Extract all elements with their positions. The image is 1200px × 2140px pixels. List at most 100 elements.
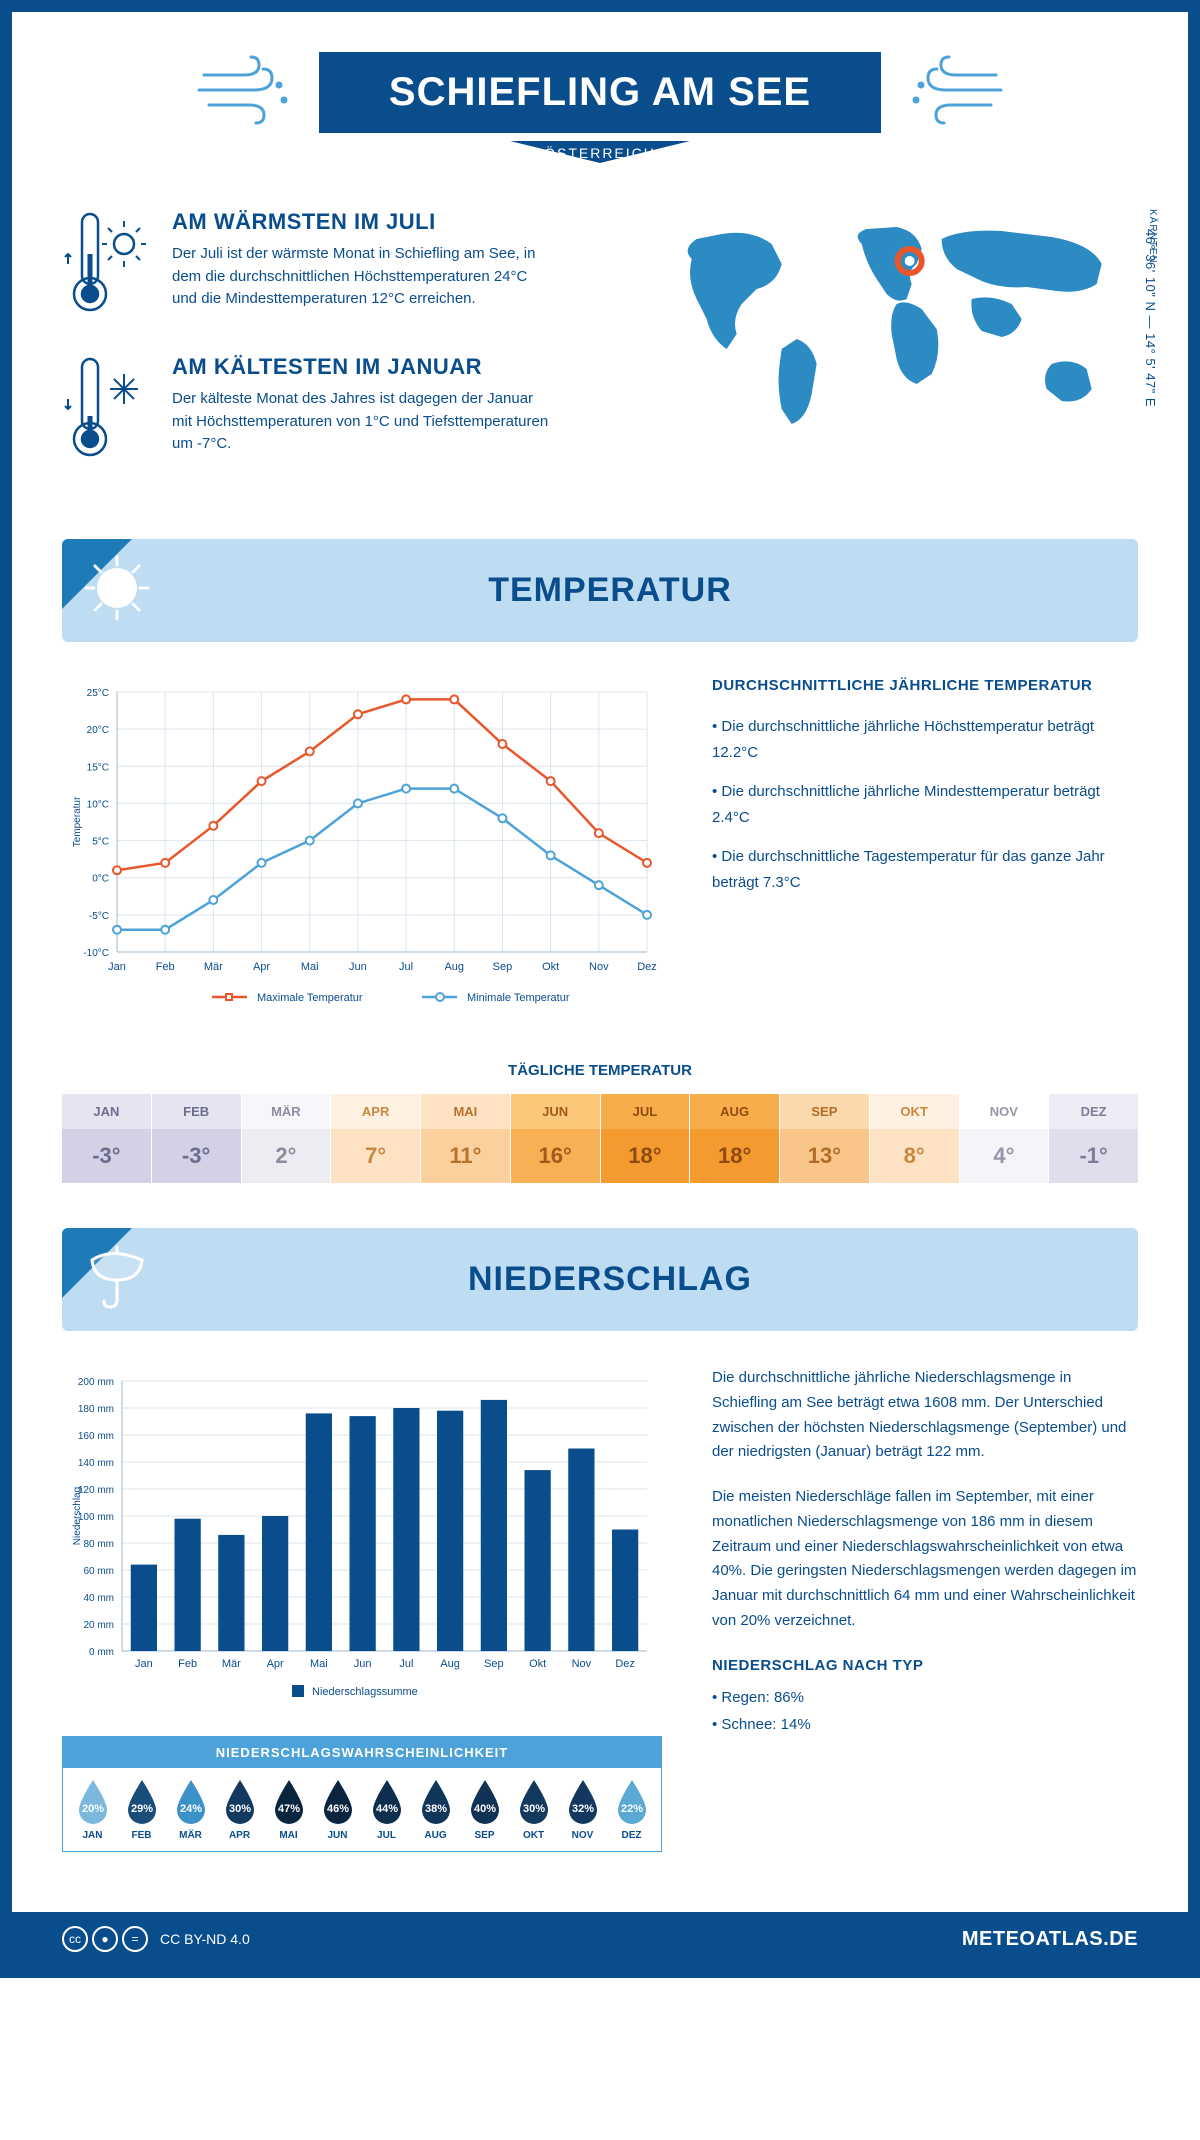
wind-icon-right [906, 55, 1006, 130]
temp-fact-2: • Die durchschnittliche jährliche Mindes… [712, 779, 1138, 830]
probability-title: NIEDERSCHLAGSWAHRSCHEINLICHKEIT [63, 1737, 661, 1768]
svg-text:22%: 22% [620, 1803, 642, 1815]
svg-text:160 mm: 160 mm [78, 1431, 114, 1442]
header: SCHIEFLING AM SEE [62, 52, 1138, 133]
svg-text:Niederschlag: Niederschlag [72, 1487, 83, 1545]
thermometer-cold-icon [62, 354, 152, 469]
probability-cell: 22%DEZ [608, 1778, 655, 1841]
svg-text:Nov: Nov [589, 961, 609, 973]
probability-cell: 30%APR [216, 1778, 263, 1841]
precipitation-heading: NIEDERSCHLAG [182, 1260, 1038, 1299]
daily-cell: JAN-3° [62, 1094, 152, 1183]
svg-text:Temperatur: Temperatur [72, 796, 83, 847]
page: SCHIEFLING AM SEE ÖSTERREICH AM WÄRMSTEN… [0, 0, 1200, 1978]
svg-text:Jan: Jan [135, 1658, 153, 1670]
thermometer-hot-icon [62, 209, 152, 324]
page-title: SCHIEFLING AM SEE [319, 52, 881, 133]
umbrella-icon [82, 1242, 152, 1317]
coldest-title: AM KÄLTESTEN IM JANUAR [172, 354, 552, 380]
daily-cell: OKT8° [870, 1094, 960, 1183]
probability-cell: 29%FEB [118, 1778, 165, 1841]
country-label: ÖSTERREICH [62, 145, 1138, 161]
probability-cell: 44%JUL [363, 1778, 410, 1841]
svg-text:Aug: Aug [440, 1658, 460, 1670]
temperature-banner: TEMPERATUR [62, 539, 1138, 642]
svg-text:38%: 38% [424, 1803, 446, 1815]
svg-text:47%: 47% [277, 1803, 299, 1815]
temp-fact-1: • Die durchschnittliche jährliche Höchst… [712, 714, 1138, 765]
svg-text:5°C: 5°C [92, 837, 109, 848]
svg-text:40 mm: 40 mm [83, 1593, 114, 1604]
temperature-heading: TEMPERATUR [182, 571, 1038, 610]
svg-text:0 mm: 0 mm [89, 1647, 114, 1658]
svg-text:Niederschlagssumme: Niederschlagssumme [312, 1686, 418, 1698]
precip-type-1: • Regen: 86% [712, 1686, 1138, 1711]
svg-text:Jul: Jul [399, 961, 413, 973]
wind-icon-left [194, 55, 294, 130]
svg-text:Jun: Jun [349, 961, 367, 973]
svg-text:20 mm: 20 mm [83, 1620, 114, 1631]
svg-text:0°C: 0°C [92, 874, 109, 885]
daily-cell: APR7° [331, 1094, 421, 1183]
temperature-line-chart: -10°C-5°C0°C5°C10°C15°C20°C25°CJanFebMär… [62, 677, 662, 1017]
svg-text:32%: 32% [571, 1803, 593, 1815]
svg-text:29%: 29% [130, 1803, 152, 1815]
license-label: CC BY-ND 4.0 [160, 1931, 250, 1947]
svg-text:Mai: Mai [301, 961, 319, 973]
svg-text:24%: 24% [179, 1803, 201, 1815]
svg-text:Mai: Mai [310, 1658, 328, 1670]
probability-box: NIEDERSCHLAGSWAHRSCHEINLICHKEIT 20%JAN29… [62, 1736, 662, 1852]
probability-cell: 24%MÄR [167, 1778, 214, 1841]
daily-cell: JUL18° [601, 1094, 691, 1183]
svg-text:Dez: Dez [637, 961, 657, 973]
precip-paragraph-2: Die meisten Niederschläge fallen im Sept… [712, 1485, 1138, 1634]
svg-text:Nov: Nov [572, 1658, 592, 1670]
sun-icon [82, 553, 152, 628]
precip-type-2: • Schnee: 14% [712, 1713, 1138, 1738]
probability-cell: 47%MAI [265, 1778, 312, 1841]
svg-text:80 mm: 80 mm [83, 1539, 114, 1550]
cc-icons: cc●= [62, 1926, 148, 1952]
svg-text:100 mm: 100 mm [78, 1512, 114, 1523]
svg-text:Aug: Aug [444, 961, 464, 973]
svg-text:10°C: 10°C [87, 799, 109, 810]
site-name: METEOATLAS.DE [962, 1928, 1138, 1951]
svg-text:30%: 30% [228, 1803, 250, 1815]
daily-cell: MAI11° [421, 1094, 511, 1183]
svg-text:Sep: Sep [493, 961, 513, 973]
svg-text:15°C: 15°C [87, 762, 109, 773]
daily-cell: DEZ-1° [1049, 1094, 1138, 1183]
daily-temp-grid: JAN-3°FEB-3°MÄR2°APR7°MAI11°JUN16°JUL18°… [62, 1094, 1138, 1183]
svg-text:Jul: Jul [399, 1658, 413, 1670]
svg-text:Apr: Apr [267, 1658, 284, 1670]
warmest-title: AM WÄRMSTEN IM JULI [172, 209, 552, 235]
svg-text:Okt: Okt [542, 961, 559, 973]
svg-text:Sep: Sep [484, 1658, 504, 1670]
warmest-text: Der Juli ist der wärmste Monat in Schief… [172, 243, 552, 311]
daily-cell: NOV4° [960, 1094, 1050, 1183]
svg-text:20%: 20% [81, 1803, 103, 1815]
daily-cell: SEP13° [780, 1094, 870, 1183]
probability-cell: 38%AUG [412, 1778, 459, 1841]
svg-text:Feb: Feb [178, 1658, 197, 1670]
svg-text:Feb: Feb [156, 961, 175, 973]
svg-text:140 mm: 140 mm [78, 1458, 114, 1469]
svg-text:Apr: Apr [253, 961, 270, 973]
svg-text:40%: 40% [473, 1803, 495, 1815]
precipitation-banner: NIEDERSCHLAG [62, 1228, 1138, 1331]
svg-text:200 mm: 200 mm [78, 1377, 114, 1388]
probability-cell: 20%JAN [69, 1778, 116, 1841]
footer: cc●= CC BY-ND 4.0 METEOATLAS.DE [12, 1912, 1188, 1966]
svg-text:30%: 30% [522, 1803, 544, 1815]
precipitation-bar-chart: 0 mm20 mm40 mm60 mm80 mm100 mm120 mm140 … [62, 1366, 662, 1706]
svg-text:44%: 44% [375, 1803, 397, 1815]
daily-cell: FEB-3° [152, 1094, 242, 1183]
probability-cell: 30%OKT [510, 1778, 557, 1841]
svg-text:Dez: Dez [615, 1658, 635, 1670]
svg-text:20°C: 20°C [87, 725, 109, 736]
daily-cell: MÄR2° [242, 1094, 332, 1183]
precip-type-title: NIEDERSCHLAG NACH TYP [712, 1654, 1138, 1679]
svg-text:Mär: Mär [204, 961, 223, 973]
precip-paragraph-1: Die durchschnittliche jährliche Niedersc… [712, 1366, 1138, 1465]
probability-cell: 46%JUN [314, 1778, 361, 1841]
